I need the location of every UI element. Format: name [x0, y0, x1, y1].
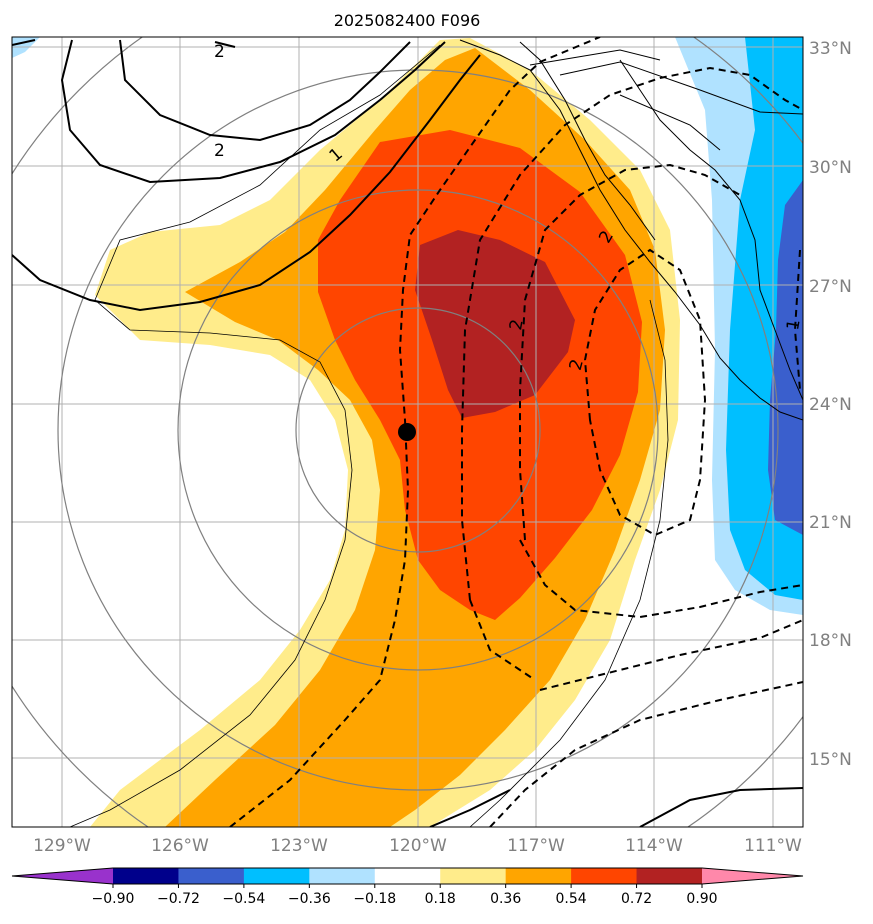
lon-tick-label: 126°W — [151, 836, 209, 856]
gridlines — [12, 37, 803, 827]
colorbar: −0.90 −0.72 −0.54 −0.36 −0.18 0.18 0.36 0.54 0.7… — [11, 867, 804, 907]
lat-tick-label: 21°N — [809, 513, 852, 533]
state-borders — [529, 49, 803, 151]
colorbar-tick-label: 0.90 — [686, 891, 717, 907]
lat-tick-label: 24°N — [809, 395, 852, 415]
colorbar-segment — [505, 868, 572, 884]
colorbar-tick-label: −0.18 — [353, 891, 396, 907]
colorbar-tick-label: −0.90 — [92, 891, 135, 907]
colorbar-segment — [178, 868, 245, 884]
lon-tick-label: 114°W — [625, 836, 683, 856]
lon-tick-label: 117°W — [507, 836, 565, 856]
lon-tick-labels: 129°W 126°W 123°W 120°W 117°W 114°W 111°… — [33, 836, 802, 856]
contour-label: 2 — [214, 141, 225, 161]
boundary-outline — [69, 44, 441, 827]
colorbar-tick-label: −0.36 — [288, 891, 331, 907]
contour-label: 1 — [783, 318, 805, 332]
colorbar-segment — [309, 868, 376, 884]
colorbar-tick-label: −0.72 — [157, 891, 200, 907]
east-outline — [469, 299, 669, 827]
coastline — [459, 39, 803, 421]
colorbar-tick-label: 0.18 — [425, 891, 456, 907]
colorbar-tick-label: −0.54 — [222, 891, 265, 907]
contour-label: 2 — [566, 357, 588, 373]
colorbar-segment — [440, 868, 507, 884]
storm-center-marker — [398, 423, 416, 441]
dashed-contours — [229, 37, 803, 827]
lat-tick-labels: 33°N 30°N 27°N 24°N 21°N 18°N 15°N — [809, 39, 852, 770]
colorbar-segment — [113, 868, 179, 884]
fill-positive-max — [415, 230, 575, 418]
colorbar-segment — [571, 868, 638, 884]
lat-tick-label: 33°N — [809, 39, 852, 59]
lon-tick-label: 120°W — [389, 836, 447, 856]
colorbar-tick-label: 0.36 — [490, 891, 521, 907]
contour-label: 2 — [506, 318, 528, 332]
colorbar-extend-low — [12, 868, 113, 884]
map-frame — [11, 36, 804, 828]
lon-tick-label: 111°W — [744, 836, 802, 856]
colorbar-tick-label: 0.72 — [621, 891, 652, 907]
colorbar-segment — [636, 868, 703, 884]
lat-tick-label: 30°N — [809, 158, 852, 178]
lat-tick-label: 18°N — [809, 631, 852, 651]
contour-label: 2 — [214, 42, 225, 62]
colorbar-tick-label: 0.54 — [556, 891, 587, 907]
lon-tick-label: 129°W — [33, 836, 91, 856]
lat-tick-label: 27°N — [809, 277, 852, 297]
colorbar-segment — [243, 868, 310, 884]
lon-tick-label: 123°W — [270, 836, 328, 856]
plot-title: 2025082400 F096 — [334, 11, 481, 30]
colorbar-extend-high — [702, 868, 803, 884]
colorbar-segment — [374, 868, 441, 884]
solid-contours — [12, 39, 803, 827]
lat-tick-label: 15°N — [809, 750, 852, 770]
